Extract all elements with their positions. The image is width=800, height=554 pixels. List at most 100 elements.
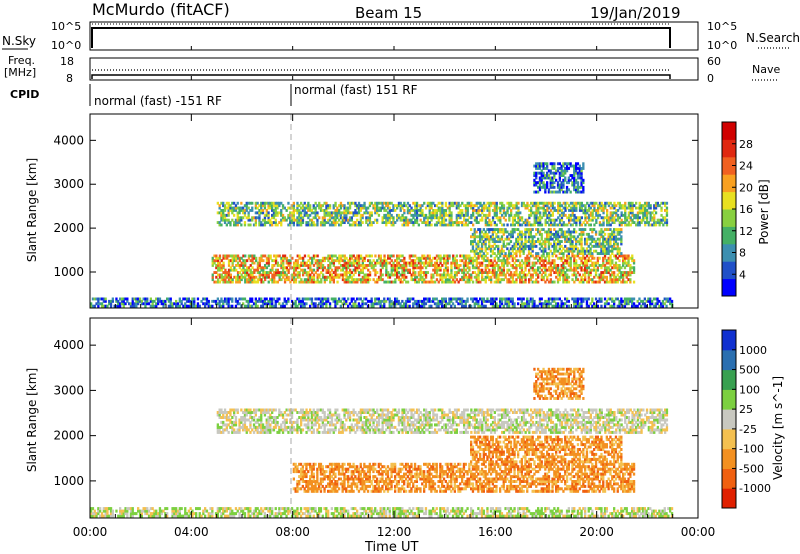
power-cell [218,266,222,270]
power-cell [544,273,547,277]
power-cell [644,213,647,217]
power-cell [515,264,518,267]
power-cell [555,230,558,234]
power-cell [339,201,343,205]
power-cell [564,223,567,227]
power-cell [285,268,288,272]
power-cell [573,256,576,260]
power-cell [352,264,355,267]
power-cell [513,271,516,274]
power-cell [379,206,382,210]
power-cell [352,304,355,308]
power-cell [647,221,650,224]
power-cell [394,304,397,308]
power-cell [509,230,513,234]
power-cell [609,275,612,279]
power-cell [372,278,375,282]
power-cell [358,278,361,282]
power-cell [222,218,225,222]
power-cell [330,259,334,263]
power-cell [343,218,346,222]
power-cell [582,209,585,212]
power-cell [240,304,243,308]
power-cell [129,302,133,306]
power-cell [509,254,513,258]
power-cell [533,211,536,215]
power-cell [502,266,505,270]
power-cell [540,244,543,248]
power-cell [213,254,216,258]
power-cell [593,206,596,210]
power-cell [544,204,547,208]
power-cell [280,221,283,224]
power-cell [231,304,234,308]
power-cell [661,304,665,308]
power-cell [421,304,424,308]
power-cell [417,273,420,277]
power-cell [218,264,222,267]
power-cell [565,167,569,170]
power-cell [359,256,363,260]
power-cell [527,235,531,239]
power-cell [508,280,511,284]
power-cell [327,275,330,279]
power-cell [238,259,241,263]
power-cell [562,264,565,267]
power-cell [611,237,614,241]
power-cell [280,271,283,274]
power-cell [531,237,534,241]
power-cell [600,209,603,212]
power-cell [582,164,585,168]
power-colorbar-tick-label: 28 [739,138,753,151]
power-cell [251,299,254,303]
power-cell [580,275,583,279]
power-cell [549,176,552,180]
power-cell [558,247,561,251]
power-cell [620,280,623,284]
power-cell [358,266,361,270]
power-cell [347,280,350,284]
power-cell [502,264,505,267]
power-cell [243,304,247,308]
power-cell [414,280,417,284]
power-cell [533,183,536,187]
power-cell [137,299,140,303]
power-cell [394,302,397,306]
power-cell [582,280,585,284]
power-cell [215,266,218,270]
power-cell [517,264,520,267]
power-cell [466,261,469,265]
power-cell [267,218,270,222]
power-cell [316,266,319,270]
power-cell [348,201,352,205]
power-cell [479,304,482,308]
power-cell [564,271,567,274]
power-cell [600,206,603,210]
power-cell [323,201,326,205]
power-cell [433,302,437,306]
power-cell [444,278,448,282]
power-colorbar-label: Power [dB] [757,179,771,244]
power-cell [423,304,426,308]
power-cell [229,275,232,279]
power-cell [509,240,513,243]
power-cell [603,244,607,248]
power-cell [408,221,411,224]
power-cell [262,268,265,272]
power-cell [535,211,538,215]
power-cell [540,268,543,272]
power-cell [403,304,406,308]
power-cell [513,206,516,210]
power-cell [508,237,511,241]
power-cell [434,211,437,215]
power-cell [320,259,323,263]
power-cell [542,252,545,255]
power-cell [350,256,354,260]
power-cell [479,280,482,284]
power-cell [423,299,426,303]
power-cell [528,268,531,272]
power-cell [381,206,384,210]
power-cell [584,268,587,272]
power-cell [459,204,462,208]
power-cell [437,201,440,205]
